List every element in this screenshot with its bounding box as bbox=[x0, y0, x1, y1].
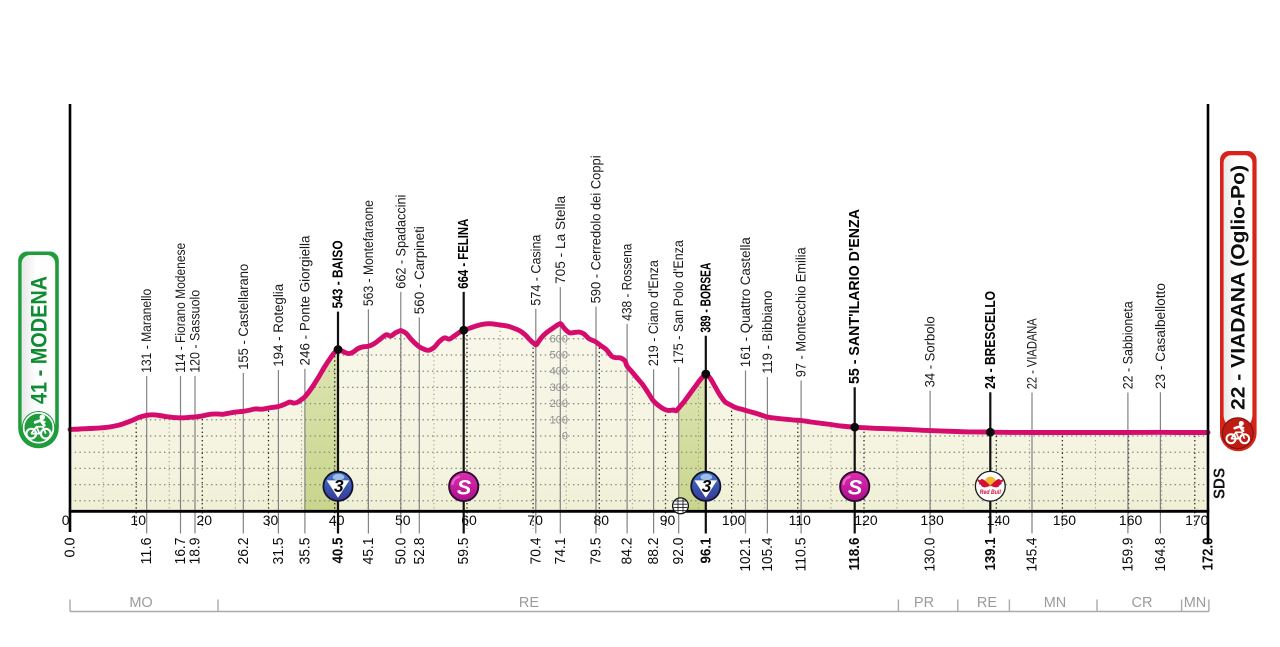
svg-text:0: 0 bbox=[562, 431, 568, 443]
svg-text:40: 40 bbox=[329, 512, 345, 528]
svg-text:131 - Maranello: 131 - Maranello bbox=[139, 289, 154, 373]
svg-text:24 - BRESCELLO: 24 - BRESCELLO bbox=[982, 291, 999, 389]
svg-text:543 - BAISO: 543 - BAISO bbox=[330, 240, 347, 308]
svg-text:0: 0 bbox=[62, 512, 70, 528]
svg-text:140: 140 bbox=[987, 512, 1011, 528]
svg-text:130: 130 bbox=[920, 512, 944, 528]
svg-text:3: 3 bbox=[334, 476, 344, 496]
svg-text:389 - BORSEA: 389 - BORSEA bbox=[697, 262, 714, 332]
svg-text:110: 110 bbox=[789, 512, 812, 528]
svg-text:105.4: 105.4 bbox=[759, 538, 776, 572]
svg-text:705 - La Stella: 705 - La Stella bbox=[553, 195, 568, 283]
svg-text:80: 80 bbox=[594, 512, 610, 528]
svg-text:300: 300 bbox=[550, 382, 568, 394]
svg-text:41 - MODENA: 41 - MODENA bbox=[26, 276, 51, 404]
svg-text:70.4: 70.4 bbox=[527, 538, 544, 565]
svg-text:159.9: 159.9 bbox=[1119, 538, 1136, 572]
svg-text:139.1: 139.1 bbox=[982, 538, 999, 571]
svg-text:170: 170 bbox=[1185, 512, 1209, 528]
svg-text:MN: MN bbox=[1044, 595, 1067, 611]
svg-text:35.5: 35.5 bbox=[296, 538, 313, 565]
svg-text:84.2: 84.2 bbox=[619, 538, 636, 565]
svg-text:164.8: 164.8 bbox=[1152, 538, 1169, 572]
svg-text:60: 60 bbox=[461, 512, 477, 528]
svg-text:662 - Spadaccini: 662 - Spadaccini bbox=[393, 195, 408, 289]
svg-text:100: 100 bbox=[722, 512, 746, 528]
svg-text:200: 200 bbox=[550, 398, 568, 410]
svg-text:40.5: 40.5 bbox=[330, 538, 347, 564]
svg-text:90: 90 bbox=[660, 512, 676, 528]
svg-text:55 - SANT'ILARIO D'ENZA: 55 - SANT'ILARIO D'ENZA bbox=[846, 209, 863, 384]
svg-text:120 - Sassuolo: 120 - Sassuolo bbox=[188, 290, 203, 373]
svg-text:118.6: 118.6 bbox=[846, 538, 863, 571]
svg-text:100: 100 bbox=[550, 414, 568, 426]
svg-text:23 - Casalbellotto: 23 - Casalbellotto bbox=[1153, 283, 1168, 389]
svg-text:563 - Montefaraone: 563 - Montefaraone bbox=[361, 200, 376, 306]
svg-text:11.6: 11.6 bbox=[138, 538, 155, 565]
svg-text:PR: PR bbox=[914, 595, 934, 611]
svg-text:Red Bull: Red Bull bbox=[980, 489, 1001, 496]
svg-text:219 - Ciano d'Enza: 219 - Ciano d'Enza bbox=[646, 260, 661, 366]
svg-text:155 - Castellarano: 155 - Castellarano bbox=[236, 264, 251, 370]
svg-text:438 - Rossena: 438 - Rossena bbox=[620, 243, 635, 320]
svg-text:97 - Montecchio Emilia: 97 - Montecchio Emilia bbox=[794, 247, 809, 377]
svg-text:160: 160 bbox=[1119, 512, 1143, 528]
svg-text:45.1: 45.1 bbox=[360, 538, 377, 565]
svg-text:18.9: 18.9 bbox=[187, 538, 204, 565]
svg-text:88.2: 88.2 bbox=[645, 538, 662, 565]
svg-text:74.1: 74.1 bbox=[552, 538, 569, 565]
svg-text:172.0: 172.0 bbox=[1200, 538, 1217, 571]
svg-text:0.0: 0.0 bbox=[62, 538, 79, 558]
svg-text:50: 50 bbox=[395, 512, 411, 528]
svg-text:S: S bbox=[457, 475, 472, 499]
svg-text:10: 10 bbox=[130, 512, 146, 528]
svg-text:22 - Sabbioneta: 22 - Sabbioneta bbox=[1120, 301, 1135, 389]
svg-text:59.5: 59.5 bbox=[455, 538, 472, 565]
svg-text:175 - San Polo d'Enza: 175 - San Polo d'Enza bbox=[671, 240, 686, 364]
svg-text:34 - Sorbolo: 34 - Sorbolo bbox=[923, 316, 938, 387]
svg-text:70: 70 bbox=[527, 512, 543, 528]
svg-text:50.0: 50.0 bbox=[392, 538, 409, 565]
svg-text:20: 20 bbox=[197, 512, 213, 528]
svg-text:3: 3 bbox=[702, 476, 712, 496]
svg-text:130.0: 130.0 bbox=[922, 538, 939, 572]
svg-text:96.1: 96.1 bbox=[697, 538, 714, 564]
svg-text:120: 120 bbox=[854, 512, 878, 528]
svg-text:114 - Fiorano Modenese: 114 - Fiorano Modenese bbox=[173, 243, 188, 373]
svg-text:400: 400 bbox=[550, 366, 568, 378]
svg-text:161 - Quattro Castella: 161 - Quattro Castella bbox=[738, 237, 753, 367]
svg-text:22 - VIADANA (Oglio-Po): 22 - VIADANA (Oglio-Po) bbox=[1228, 165, 1250, 410]
svg-text:92.0: 92.0 bbox=[670, 538, 687, 565]
svg-text:30: 30 bbox=[263, 512, 279, 528]
svg-text:590 - Cerredolo dei Coppi: 590 - Cerredolo dei Coppi bbox=[589, 155, 604, 303]
svg-text:22 - VIADANA: 22 - VIADANA bbox=[1025, 318, 1040, 389]
svg-text:500: 500 bbox=[550, 350, 568, 362]
svg-text:102.1: 102.1 bbox=[737, 538, 754, 572]
svg-text:246 - Ponte Giorgiella: 246 - Ponte Giorgiella bbox=[297, 235, 312, 365]
svg-text:RE: RE bbox=[977, 595, 997, 611]
svg-text:RE: RE bbox=[519, 595, 539, 611]
svg-text:600: 600 bbox=[550, 333, 568, 345]
svg-text:26.2: 26.2 bbox=[235, 538, 252, 565]
svg-text:145.4: 145.4 bbox=[1024, 538, 1041, 572]
svg-text:574 - Casina: 574 - Casina bbox=[528, 234, 543, 305]
svg-text:S: S bbox=[848, 475, 863, 499]
svg-text:MO: MO bbox=[129, 595, 152, 611]
svg-text:52.8: 52.8 bbox=[411, 538, 428, 565]
svg-text:110.5: 110.5 bbox=[793, 538, 810, 572]
svg-text:119 - Bibbiano: 119 - Bibbiano bbox=[760, 291, 775, 374]
svg-text:31.5: 31.5 bbox=[270, 538, 287, 565]
svg-text:16.7: 16.7 bbox=[172, 538, 189, 565]
svg-text:150: 150 bbox=[1053, 512, 1077, 528]
svg-text:664 - FELINA: 664 - FELINA bbox=[455, 219, 472, 289]
svg-text:560 - Carpineti: 560 - Carpineti bbox=[412, 226, 427, 314]
svg-text:79.5: 79.5 bbox=[588, 538, 605, 565]
svg-text:CR: CR bbox=[1132, 595, 1153, 611]
svg-text:194 - Roteglia: 194 - Roteglia bbox=[271, 283, 286, 366]
svg-text:SDS: SDS bbox=[1212, 468, 1229, 499]
svg-text:MN: MN bbox=[1184, 595, 1207, 611]
